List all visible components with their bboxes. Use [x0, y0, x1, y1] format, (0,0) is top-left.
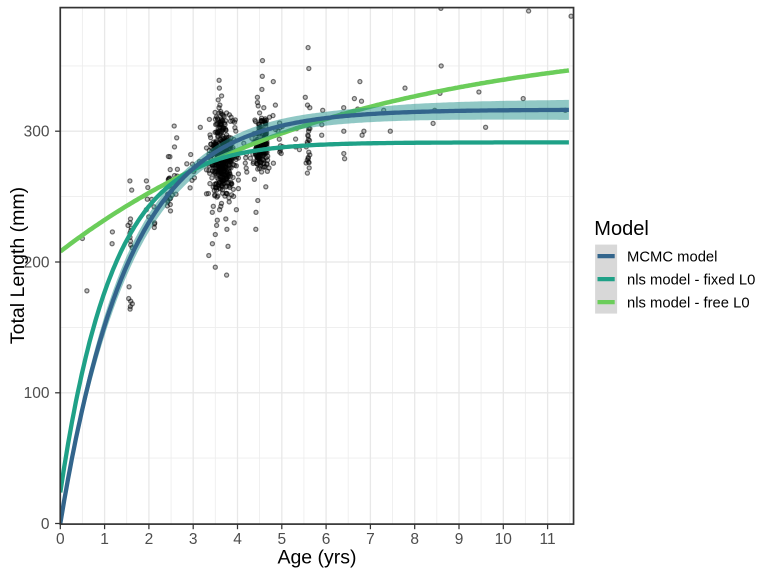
svg-text:0: 0 [56, 531, 65, 548]
svg-text:3: 3 [189, 531, 198, 548]
svg-text:2: 2 [145, 531, 154, 548]
svg-text:4: 4 [233, 531, 242, 548]
svg-text:Total Length (mm): Total Length (mm) [7, 187, 29, 344]
svg-text:7: 7 [366, 531, 375, 548]
svg-text:300: 300 [24, 124, 50, 141]
svg-text:1: 1 [100, 531, 109, 548]
svg-text:nls model - fixed L0: nls model - fixed L0 [627, 273, 755, 289]
svg-text:Model: Model [594, 218, 648, 240]
svg-text:MCMC model: MCMC model [627, 250, 717, 266]
svg-text:0: 0 [41, 516, 50, 533]
svg-text:100: 100 [24, 385, 50, 402]
svg-text:8: 8 [410, 531, 419, 548]
svg-text:10: 10 [495, 531, 513, 548]
svg-text:5: 5 [277, 531, 286, 548]
svg-text:200: 200 [24, 254, 50, 271]
svg-text:nls model - free L0: nls model - free L0 [627, 296, 750, 312]
svg-text:11: 11 [540, 531, 556, 548]
svg-text:6: 6 [322, 531, 331, 548]
svg-text:Age (yrs): Age (yrs) [277, 546, 356, 568]
svg-text:9: 9 [455, 531, 464, 548]
